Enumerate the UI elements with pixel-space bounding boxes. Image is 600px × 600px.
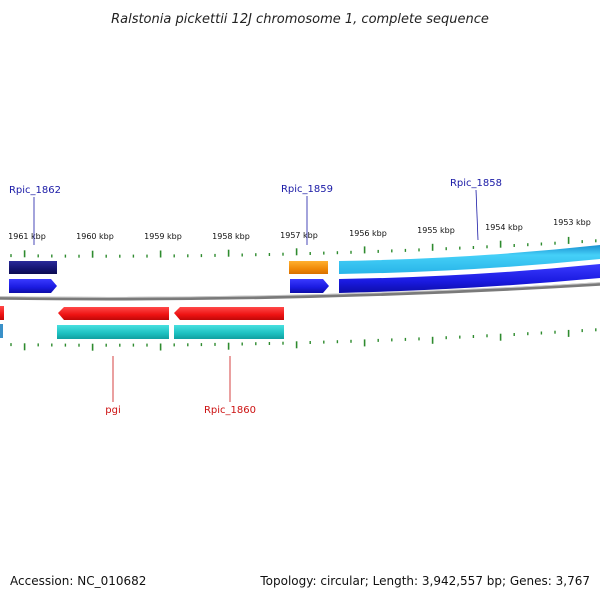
gene-feature-pgi[interactable] (57, 325, 169, 339)
scale-label: 1959 kbp (144, 232, 182, 241)
gene-feature-rpic-1860[interactable] (174, 325, 284, 339)
scale-label: 1961 kbp (8, 232, 46, 241)
scale-ticks-bottom (10, 328, 597, 351)
bottom-gene-labels: pgi Rpic_1860 (105, 356, 256, 416)
top-inner-track (9, 264, 600, 293)
top-gene-labels: Rpic_1862 Rpic_1859 Rpic_1858 (9, 178, 502, 245)
scale-label: 1955 kbp (417, 226, 455, 235)
gene-label-rpic-1860[interactable]: Rpic_1860 (204, 405, 256, 416)
gene-arrow-rpic-1860[interactable] (174, 307, 284, 320)
gene-arrow-rpic-1862[interactable] (9, 279, 57, 293)
scale-label: 1958 kbp (212, 232, 250, 241)
accession-label: Accession: NC_010682 (10, 574, 147, 588)
scale-label: 1954 kbp (485, 223, 523, 232)
bottom-outer-track (0, 324, 284, 339)
scale-label: 1960 kbp (76, 232, 114, 241)
leader-line (475, 189, 479, 241)
map-title: Ralstonia pickettii 12J chromosome 1, co… (111, 12, 489, 27)
genome-summary: Topology: circular; Length: 3,942,557 bp… (260, 574, 590, 588)
scale-labels: 1961 kbp 1960 kbp 1959 kbp 1958 kbp 1957… (8, 218, 591, 241)
scale-label: 1957 kbp (280, 231, 318, 240)
top-outer-track (9, 245, 600, 274)
gene-label-rpic-1862[interactable]: Rpic_1862 (9, 185, 61, 196)
bottom-inner-track (0, 306, 284, 320)
scale-label: 1953 kbp (553, 218, 591, 227)
scale-ticks-top (10, 236, 597, 258)
scale-label: 1956 kbp (349, 229, 387, 238)
gene-arrow-rpic-1858[interactable] (339, 264, 600, 293)
gene-feature-rpic-1859[interactable] (289, 261, 328, 274)
gene-arrow-left-edge[interactable] (0, 306, 4, 320)
gene-feature-rpic-1862[interactable] (9, 261, 57, 274)
gene-label-rpic-1859[interactable]: Rpic_1859 (281, 184, 333, 195)
chromosome-backbone (0, 282, 600, 301)
gene-feature-left-edge[interactable] (0, 324, 3, 338)
gene-arrow-pgi[interactable] (58, 307, 169, 320)
chromosome-backbone-highlight (0, 282, 600, 298)
gene-label-rpic-1858[interactable]: Rpic_1858 (450, 178, 502, 189)
gene-feature-rpic-1858[interactable] (339, 245, 600, 274)
gene-arrow-rpic-1859[interactable] (290, 279, 329, 293)
gene-label-pgi[interactable]: pgi (105, 405, 120, 416)
